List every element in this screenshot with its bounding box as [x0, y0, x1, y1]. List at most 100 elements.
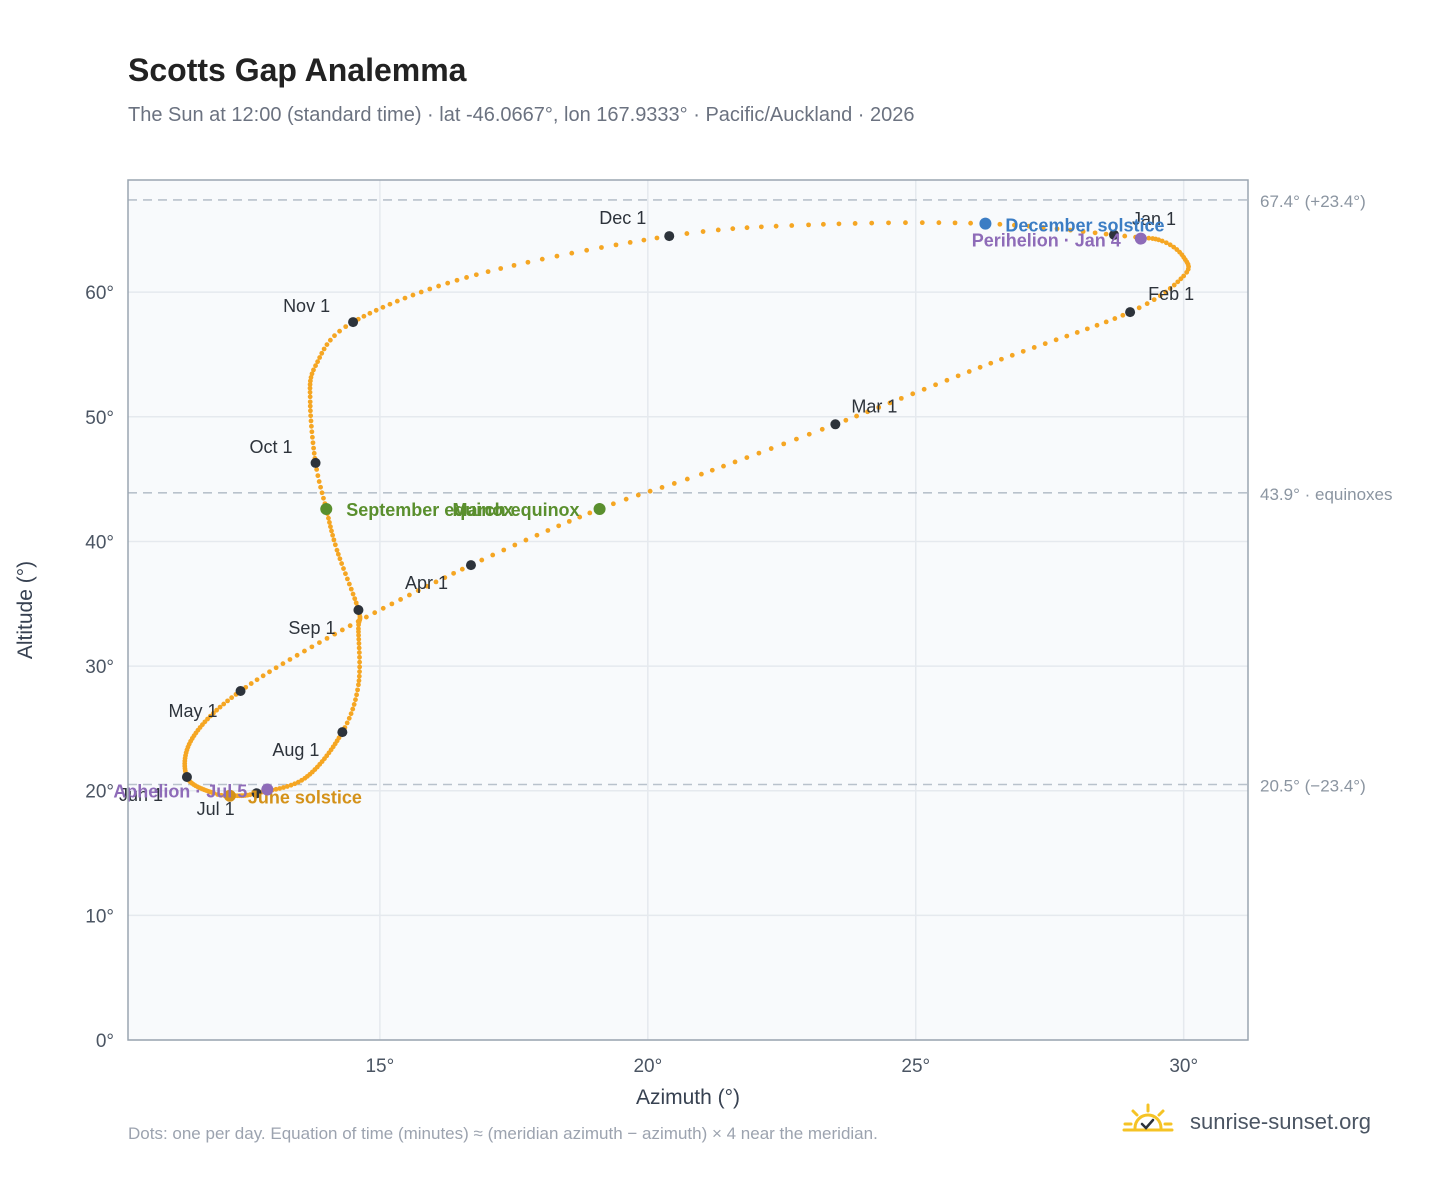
- analemma-day-dot: [308, 408, 313, 414]
- analemma-day-dot: [356, 682, 361, 688]
- brand[interactable]: sunrise-sunset.org: [1120, 1102, 1371, 1142]
- analemma-day-dot: [1144, 301, 1150, 307]
- analemma-day-dot: [968, 220, 974, 226]
- footnote: Dots: one per day. Equation of time (min…: [128, 1124, 878, 1143]
- analemma-day-dot: [335, 551, 341, 557]
- analemma-day-dot: [211, 790, 217, 796]
- analemma-day-dot: [1068, 227, 1073, 233]
- analemma-day-dot: [1146, 235, 1152, 241]
- month-marker-dot: [1125, 307, 1136, 318]
- analemma-day-dot: [328, 524, 333, 530]
- analemma-day-dot: [361, 313, 367, 319]
- analemma-day-dot: [330, 532, 336, 538]
- analemma-day-dot: [587, 510, 593, 516]
- analemma-day-dot: [347, 623, 353, 629]
- analemma-day-dot: [584, 247, 590, 253]
- analemma-day-dot: [836, 221, 842, 227]
- plot-area: [128, 180, 1248, 1040]
- analemma-day-dot: [1156, 237, 1162, 243]
- analemma-day-dot: [343, 571, 348, 577]
- analemma-day-dot: [225, 698, 230, 704]
- analemma-day-dot: [730, 226, 736, 232]
- month-marker-dot: [465, 560, 476, 571]
- analemma-day-dot: [955, 373, 961, 379]
- analemma-day-dot: [599, 245, 604, 250]
- x-tick-label: 20°: [633, 1056, 662, 1077]
- month-markers: Jan 1 Feb 1 Mar 1 Apr 1 May 1 Jun 1 Jul 1 Aug 1…: [119, 208, 1194, 819]
- analemma-day-dot: [309, 644, 315, 650]
- analemma-day-dot: [1167, 242, 1173, 248]
- month-marker-label: Oct 1: [250, 437, 293, 457]
- month-marker-dot: [235, 686, 246, 697]
- analemma-day-dot: [353, 697, 358, 703]
- y-tick-label: 20°: [85, 782, 114, 803]
- analemma-day-dot: [307, 403, 313, 409]
- analemma-day-dot: [852, 221, 858, 226]
- analemma-day-dot: [709, 467, 715, 473]
- analemma-day-dot: [389, 601, 395, 607]
- analemma-day-dot: [327, 520, 332, 525]
- analemma-day-dot: [869, 220, 875, 226]
- analemma-day-dot: [319, 490, 325, 496]
- month-marker-label: Aug 1: [272, 740, 319, 760]
- analemma-day-dot: [1042, 341, 1048, 347]
- analemma-day-dot: [854, 413, 859, 419]
- analemma-day-dot: [331, 537, 337, 543]
- analemma-day-dot: [758, 224, 764, 230]
- analemma-day-dot: [921, 386, 927, 392]
- analemma-day-dot: [1080, 229, 1086, 234]
- event-marker-dot: [261, 783, 274, 796]
- analemma-day-dot: [820, 221, 826, 227]
- analemma-day-dot: [356, 650, 362, 655]
- analemma-day-dot: [356, 641, 362, 646]
- analemma-day-dot: [490, 552, 496, 558]
- analemma-day-dot: [307, 394, 313, 400]
- analemma-day-dot: [339, 627, 345, 633]
- analemma-day-dot: [307, 382, 313, 387]
- month-marker-dot: [251, 788, 262, 799]
- analemma-day-dot: [671, 481, 677, 486]
- analemma-day-dot: [1054, 226, 1060, 232]
- month-marker-label: Sep 1: [288, 618, 335, 638]
- analemma-day-dot: [260, 673, 266, 679]
- analemma-day-dot: [451, 570, 457, 576]
- analemma-day-dot: [307, 399, 313, 405]
- analemma-day-dot: [933, 382, 938, 388]
- analemma-day-dot: [311, 450, 317, 456]
- analemma-day-dot: [357, 659, 363, 665]
- analemma-day-dot: [627, 239, 633, 245]
- analemma-day-dot: [442, 575, 448, 580]
- analemma-day-dot: [1031, 345, 1037, 350]
- analemma-day-dot: [367, 310, 373, 316]
- analemma-day-dot: [1094, 322, 1100, 328]
- analemma-day-dot: [351, 702, 357, 707]
- analemma-day-dot: [387, 301, 393, 307]
- analemma-day-dot: [1103, 319, 1109, 325]
- analemma-day-dot: [287, 657, 293, 662]
- analemma-day-dot: [348, 711, 354, 717]
- analemma-day-dot: [343, 324, 349, 330]
- analemma-day-dot: [1175, 279, 1181, 285]
- analemma-day-dot: [1040, 225, 1046, 230]
- analemma-day-dot: [1084, 326, 1090, 332]
- analemma-day-dot: [329, 528, 334, 534]
- month-marker-label: Dec 1: [599, 208, 646, 228]
- analemma-day-dot: [997, 221, 1003, 227]
- event-marker-dot: [593, 503, 606, 516]
- analemma-day-dot: [314, 467, 320, 472]
- month-marker-dot: [353, 605, 364, 615]
- analemma-day-dot: [356, 632, 361, 638]
- analemma-day-dot: [473, 272, 479, 278]
- analemma-day-dot: [321, 495, 326, 501]
- analemma-day-dot: [318, 484, 323, 490]
- analemma-day-dot: [332, 631, 338, 637]
- analemma-day-dot: [523, 537, 529, 543]
- analemma-day-dot: [936, 220, 942, 226]
- month-marker-label: Feb 1: [1148, 284, 1194, 304]
- month-marker-dot: [830, 419, 841, 430]
- analemma-day-dot: [317, 355, 323, 360]
- analemma-day-dot: [545, 528, 551, 533]
- event-marker-dot: [223, 789, 236, 802]
- analemma-day-dot: [635, 492, 641, 498]
- analemma-day-dot: [1020, 348, 1026, 354]
